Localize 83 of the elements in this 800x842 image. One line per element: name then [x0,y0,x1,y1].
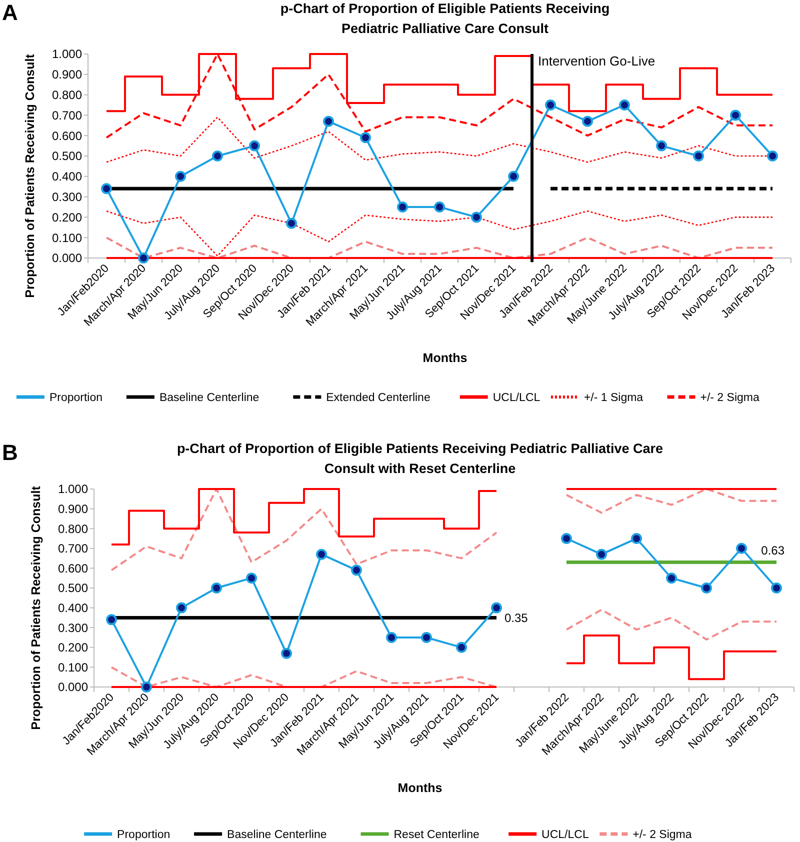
legend-label: Extended Centerline [326,392,430,404]
legend-label: +/- 2 Sigma [700,392,760,404]
point [246,572,257,584]
chart-title: p-Chart of Proportion of Eligible Patients Receiving Pediatric Palliative Care Consult with Reset Centerline [176,441,664,476]
y-tick-label: 0.000 [58,680,88,694]
text: A [2,0,18,25]
y-axis-title: Proportion of Patients Receiving Consult [23,53,37,298]
point [360,132,371,144]
y-tick-label: 0.200 [52,210,82,224]
y-tick-label: 0.000 [52,251,82,266]
point [323,116,334,127]
point [471,212,482,223]
point [456,642,467,653]
legend-label: Baseline Centerline [159,392,260,404]
point [736,542,747,554]
y-tick-label: 0.700 [58,542,88,556]
point [397,202,408,212]
point [138,252,149,264]
point [106,614,117,626]
legend-label: Proportion [49,392,103,404]
y-tick-label: 0.100 [58,660,88,674]
y-tick-label: 0.300 [52,190,82,204]
point [619,100,630,110]
y-tick-label: 0.500 [58,581,88,596]
point [211,582,222,594]
point [730,110,741,121]
line-series [106,210,774,257]
chart-title: p-Chart of Proportion of Eligible Patients Receiving Pediatric Palliative Care Consult [280,1,610,36]
point [175,170,186,182]
point [212,150,223,162]
legend-label: +/- 2 Sigma [632,829,692,842]
point [693,150,704,162]
point [596,548,607,560]
point [508,170,519,182]
point [561,533,572,544]
point [101,183,112,194]
point [582,116,593,127]
point [434,202,445,212]
point [656,140,667,152]
y-tick-label: 0.400 [58,601,88,615]
point [421,632,432,643]
point [176,602,187,614]
text: B [2,440,18,465]
y-tick-label: 1.000 [58,482,88,496]
legend-label: +/- 1 Sigma [584,392,644,404]
y-tick-label: 0.600 [52,128,82,143]
y-tick-label: 0.900 [52,68,82,82]
y-tick-label: 1.000 [52,47,82,62]
point [631,533,642,544]
point [701,582,712,594]
y-axis-title: Proportion of Patients Receiving Consult [29,485,43,730]
data-label: 0.35 [504,610,528,625]
legend-label: Baseline Centerline [227,829,327,842]
y-tick-label: 0.800 [52,88,82,102]
data-label: 0.63 [761,543,785,558]
legend-label: Proportion [117,829,170,842]
y-tick-label: 0.500 [52,149,82,164]
legend-label: UCL/LCL [542,829,590,842]
y-tick-label: 0.800 [58,522,88,536]
point [767,150,778,162]
point [351,564,362,576]
point [141,682,152,692]
point [249,140,260,152]
y-tick-label: 0.400 [52,170,82,184]
point [491,602,502,614]
point [316,548,327,560]
ref-line-label: Intervention Go-Live [538,54,656,69]
legend-label: UCL/LCL [492,392,541,404]
y-tick-label: 0.300 [58,620,88,635]
point [286,218,297,229]
legend-label: Reset Centerline [394,829,480,842]
y-tick-label: 0.900 [58,502,88,516]
x-axis-title: Months [422,351,468,365]
y-tick-label: 0.700 [52,108,82,122]
point [281,648,292,659]
point [666,572,677,584]
point [386,632,397,643]
point [771,582,782,594]
y-tick-label: 0.200 [58,640,88,655]
x-axis-title: Months [398,781,442,795]
y-tick-label: 0.100 [52,230,82,245]
point [545,100,556,110]
y-tick-label: 0.600 [58,561,88,576]
